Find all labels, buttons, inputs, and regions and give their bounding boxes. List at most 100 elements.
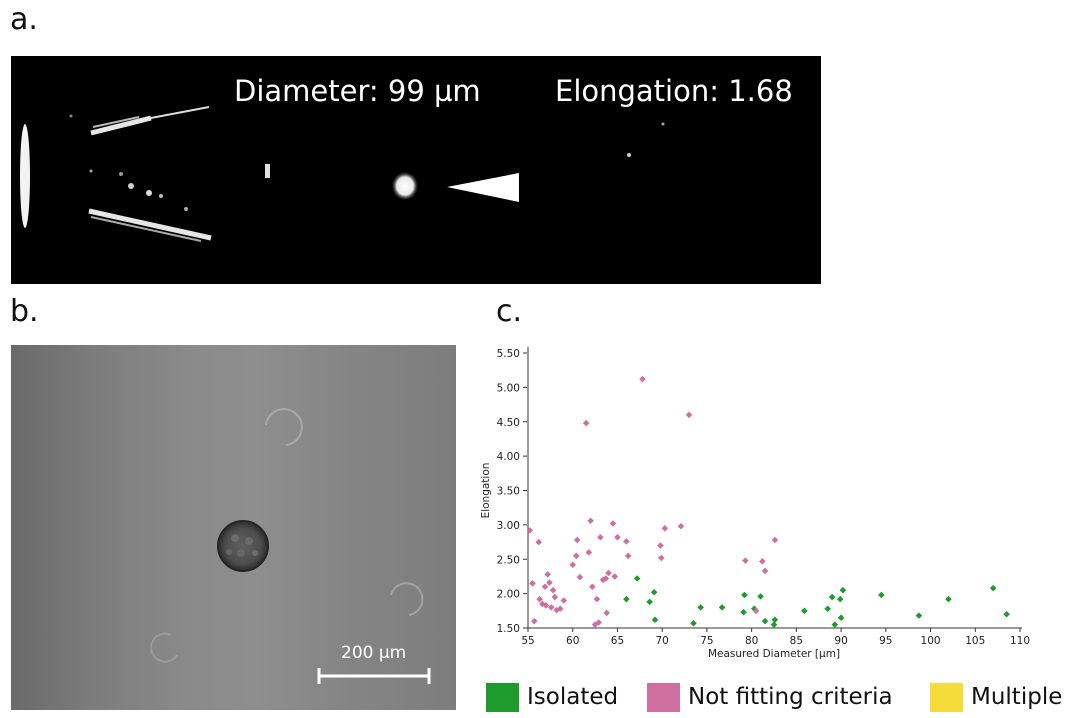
x-tick-label: 95 <box>879 635 892 647</box>
y-tick-label: 5.00 <box>497 382 520 394</box>
data-point-not-fitting-criteria <box>553 606 560 614</box>
panel-label-b: b. <box>10 294 39 329</box>
x-tick-label: 65 <box>611 635 624 647</box>
cell-texture <box>231 534 239 542</box>
data-point-not-fitting-criteria <box>536 595 543 603</box>
legend-swatch-not-fitting <box>647 682 680 712</box>
x-axis-label: Measured Diameter [µm] <box>708 648 840 660</box>
y-tick-label: 3.50 <box>497 486 520 498</box>
data-point-not-fitting-criteria <box>603 609 611 617</box>
data-point-not-fitting-criteria <box>535 538 543 546</box>
data-point-not-fitting-criteria <box>529 580 536 587</box>
data-point-isolated <box>836 595 844 603</box>
legend-swatch-isolated <box>486 682 519 712</box>
background-ring <box>265 408 303 446</box>
elongation-annotation: Elongation: 1.68 <box>555 74 793 108</box>
x-tick-label: 90 <box>834 635 847 647</box>
data-point-not-fitting-criteria <box>542 602 550 609</box>
speck <box>159 194 163 198</box>
data-point-not-fitting-criteria <box>547 604 555 611</box>
legend-isolated: Isolated <box>486 680 618 714</box>
data-point-isolated <box>757 593 764 600</box>
speck <box>146 190 152 196</box>
data-point-isolated <box>761 617 769 625</box>
streak-upper-1 <box>90 115 152 136</box>
data-point-not-fitting-criteria <box>591 621 599 628</box>
data-point-isolated <box>651 616 659 624</box>
data-point-not-fitting-criteria <box>685 411 693 419</box>
data-point-not-fitting-criteria <box>657 554 665 562</box>
y-tick-label: 1.50 <box>497 623 520 635</box>
background-ring <box>150 632 178 663</box>
streak-lower-2 <box>90 216 202 242</box>
data-point-isolated <box>771 616 779 624</box>
data-point-not-fitting-criteria <box>661 525 669 532</box>
data-point-isolated <box>690 619 697 627</box>
data-point-isolated <box>945 595 952 603</box>
brightfield-micrograph: 200 µm <box>11 345 456 710</box>
data-point-not-fitting-criteria <box>752 607 760 615</box>
cell-texture <box>245 537 253 545</box>
panel-label-a: a. <box>10 2 38 37</box>
background-ring <box>390 582 424 616</box>
scale-bar-label: 200 µm <box>341 643 407 663</box>
data-point-isolated <box>831 621 839 628</box>
data-point-not-fitting-criteria <box>526 527 534 534</box>
data-point-isolated <box>824 605 831 613</box>
data-point-isolated <box>697 604 704 611</box>
data-point-isolated <box>801 607 808 615</box>
y-tick-label: 5.50 <box>497 348 520 360</box>
data-point-not-fitting-criteria <box>546 579 553 586</box>
speck <box>265 164 270 178</box>
data-point-not-fitting-criteria <box>597 533 604 541</box>
data-point-not-fitting-criteria <box>623 538 630 545</box>
legend-label-not-fitting: Not fitting criteria <box>688 684 893 710</box>
x-tick-label: 85 <box>790 635 803 647</box>
data-point-not-fitting-criteria <box>611 573 619 580</box>
x-tick-label: 100 <box>921 635 941 647</box>
data-point-not-fitting-criteria <box>605 569 612 577</box>
data-point-not-fitting-criteria <box>677 522 685 530</box>
data-point-not-fitting-criteria <box>593 595 601 603</box>
data-point-not-fitting-criteria <box>657 542 664 549</box>
detected-cell <box>391 171 419 201</box>
diameter-annotation: Diameter: 99 µm <box>234 74 481 108</box>
data-point-isolated <box>915 612 923 619</box>
x-tick-label: 55 <box>521 635 534 647</box>
data-point-not-fitting-criteria <box>609 520 617 527</box>
data-point-not-fitting-criteria <box>551 593 559 601</box>
data-point-not-fitting-criteria <box>585 549 593 556</box>
y-tick-label: 4.00 <box>497 451 520 463</box>
cell-texture <box>237 549 245 557</box>
y-axis-label: Elongation <box>480 463 492 519</box>
data-point-not-fitting-criteria <box>569 561 577 569</box>
data-point-not-fitting-criteria <box>771 536 779 544</box>
data-point-isolated <box>1003 610 1010 618</box>
speck <box>627 153 631 157</box>
cell <box>217 520 269 572</box>
streak-lower-1 <box>88 208 212 241</box>
cell-texture <box>226 549 232 555</box>
speck <box>89 169 93 173</box>
data-point-not-fitting-criteria <box>589 583 596 591</box>
data-point-not-fitting-criteria <box>573 536 581 544</box>
data-point-not-fitting-criteria <box>614 533 621 541</box>
micrograph-drawing <box>150 408 431 684</box>
data-point-isolated <box>770 621 778 628</box>
data-point-isolated <box>878 591 885 599</box>
flow-channel-image: Diameter: 99 µm Elongation: 1.68 <box>11 56 821 284</box>
flow-channel-drawing <box>20 106 665 242</box>
y-tick-label: 2.00 <box>497 589 520 601</box>
x-tick-label: 80 <box>745 635 758 647</box>
legend-swatch-multiple <box>930 682 963 712</box>
data-point-not-fitting-criteria <box>759 558 766 565</box>
data-point-not-fitting-criteria <box>582 419 590 427</box>
panel-label-c: c. <box>496 294 523 329</box>
data-point-not-fitting-criteria <box>742 557 749 564</box>
channel-wall-left <box>20 124 30 228</box>
data-point-not-fitting-criteria <box>560 597 568 604</box>
speck <box>128 183 134 189</box>
data-point-isolated <box>646 598 653 606</box>
x-tick-label: 110 <box>1010 635 1030 647</box>
data-point-not-fitting-criteria <box>639 375 646 383</box>
